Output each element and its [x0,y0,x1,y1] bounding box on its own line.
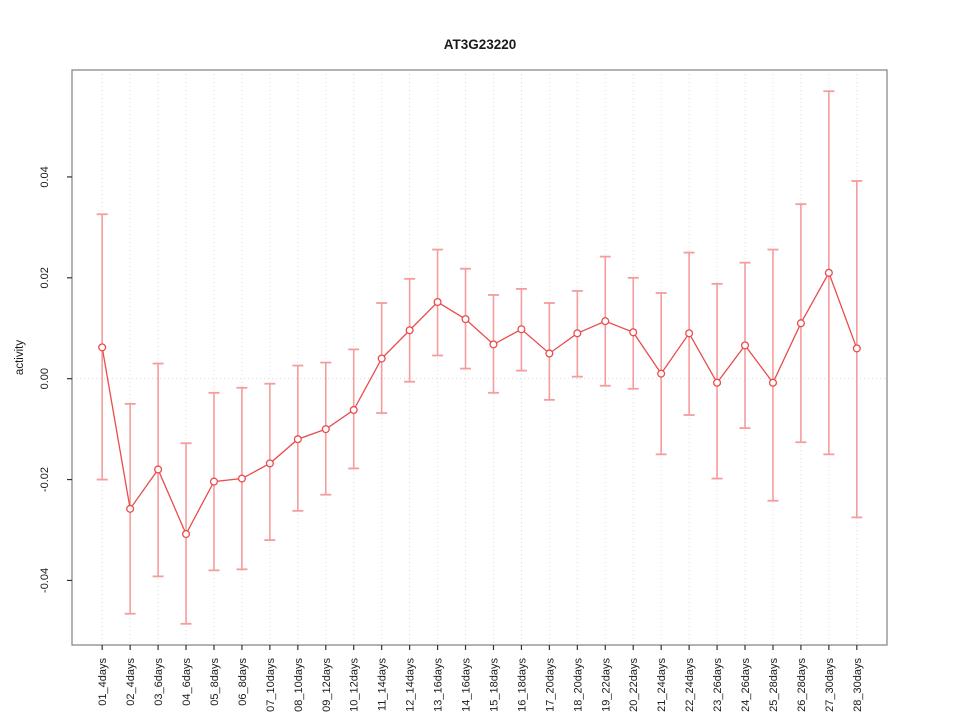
plot-box [71,69,888,646]
error-bar [767,248,779,502]
data-point-marker [181,529,191,539]
x-tick-label: 22_24days [684,658,696,712]
data-point-marker [852,344,861,353]
x-tick-label: 08_10days [293,658,305,712]
x-tick-label: 16_18days [516,658,528,712]
x-tick-label: 26_28days [796,658,808,712]
data-point-marker [377,354,386,363]
x-tick-label: 15_18days [488,658,500,712]
x-tick-label: 02_4days [125,658,137,706]
data-point-marker [768,378,778,387]
data-point-marker [461,315,470,324]
data-point-marker [573,329,582,338]
x-tick-label: 05_8days [209,658,221,706]
data-point-marker [321,425,330,434]
data-point-marker [517,325,526,334]
gridlines [72,70,887,645]
x-tick-label: 19_22days [600,658,612,712]
x-tick-label: 18_20days [572,658,584,712]
x-tick-label: 14_16days [461,658,473,712]
data-point-marker [237,474,246,483]
data-point-marker [685,329,694,338]
y-tick-label: -0.02 [39,467,51,492]
data-point-marker [154,465,163,474]
x-tick-label: 17_20days [544,658,556,712]
x-tick-label: 27_30days [824,658,836,712]
data-point-marker [405,326,414,335]
chart-title: AT3G23220 [444,37,517,52]
x-tick-label: 03_6days [153,658,165,706]
data-point-marker [265,459,274,468]
y-tick-label: -0.04 [39,568,51,593]
data-point-marker [209,477,219,486]
x-tick-label: 20_22days [628,658,640,712]
error-bars [96,90,863,625]
x-tick-label: 21_24days [656,658,668,712]
data-point-marker [545,349,554,358]
y-tick-label: 0.04 [39,166,51,187]
data-point-marker [98,343,107,352]
data-point-marker [740,341,750,350]
x-tick-label: 25_28days [768,658,780,712]
data-point-marker [824,268,833,277]
x-tick-label: 13_16days [433,658,445,712]
data-point-marker [629,328,638,337]
x-tick-label: 01_4days [97,658,109,706]
data-point-marker [293,435,302,444]
data-point-marker [796,319,805,328]
x-tick-label: 04_6days [181,658,193,706]
plot-box-border [71,69,888,646]
x-tick-label: 28_30days [852,658,864,712]
y-axis-title: activity [14,340,26,375]
series-line-layer [101,271,858,536]
y-tick-label: 0.02 [39,267,51,288]
y-tick-label: 0.00 [39,368,51,389]
x-tick-label: 07_10days [265,658,277,712]
x-tick-label: 06_8days [237,658,249,706]
x-tick-label: 24_26days [740,658,752,712]
data-point-marker [126,504,135,513]
series-line [101,271,858,536]
x-tick-label: 12_14days [405,658,417,712]
data-point-marker [433,297,442,307]
x-tick-label: 11_14days [377,658,389,712]
data-point-marker [601,317,610,326]
axes: -0.04 -0.02 0.00 0.02 0.04 01_4days 02_4days 03… [39,166,864,712]
data-point-marker [489,340,498,349]
data-point-marker [349,405,358,415]
x-tick-label: 10_12days [349,658,361,712]
data-points [98,268,861,539]
data-point-marker [713,378,722,387]
x-tick-label: 09_12days [321,658,333,712]
x-tick-label: 23_26days [712,658,724,712]
data-point-marker [657,369,666,378]
